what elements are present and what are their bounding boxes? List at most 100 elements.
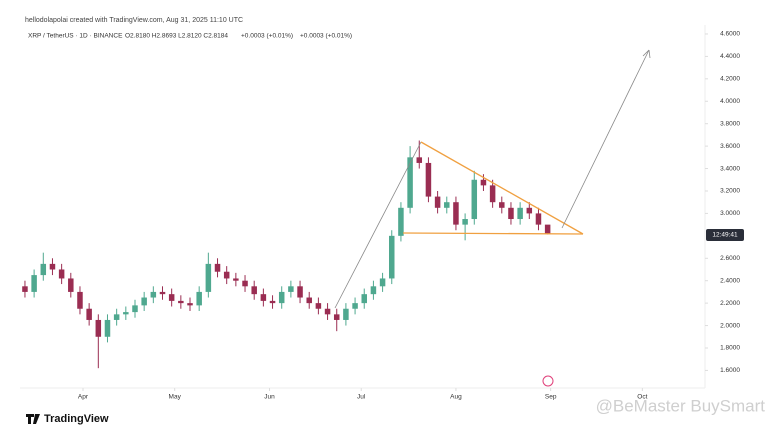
candle-body (315, 303, 322, 309)
candle-body (489, 185, 496, 203)
candle-body (31, 275, 37, 292)
y-tick-label: 4.4000 (720, 53, 740, 60)
candle-body (389, 235, 395, 279)
candle-body (462, 219, 468, 225)
candle-body (269, 300, 276, 304)
candle-body (517, 207, 523, 220)
plot: 1.6000 1.8000 2.0000 2.2000 2.4000 2.6000 3.00… (22, 31, 740, 401)
candle-body (233, 278, 239, 281)
drawings (334, 49, 651, 309)
x-tick-label: Apr (78, 394, 89, 401)
candle-body (58, 269, 65, 279)
candle-body (398, 207, 404, 236)
y-tick-label: 3.4000 (720, 165, 740, 172)
y-tick-label: 4.2000 (720, 76, 740, 83)
legend-change: +0.0003 (+0.01%) (300, 33, 352, 40)
candle-body (113, 314, 120, 320)
y-tick-label: 1.8000 (720, 345, 740, 352)
candle-body (453, 202, 459, 225)
candle-body (168, 294, 175, 301)
y-tick-label: 3.0000 (720, 210, 740, 217)
y-tick-label: 4.6000 (720, 31, 740, 38)
candle-body (132, 305, 138, 313)
candle-body (278, 291, 285, 304)
y-tick-label: 4.0000 (720, 98, 740, 105)
arrow-line (561, 49, 650, 229)
candle-body (379, 278, 386, 287)
candle-body (242, 280, 248, 287)
y-tick-label: 3.6000 (720, 143, 740, 150)
x-tick-label: Oct (637, 394, 647, 401)
x-tick-label: Jul (357, 394, 366, 401)
candle-body (159, 291, 166, 295)
candle-body (22, 286, 28, 292)
candle-body (324, 308, 331, 315)
x-tick-label: Aug (450, 394, 462, 401)
x-tick-label: May (169, 394, 182, 401)
candle-body (361, 294, 367, 304)
candle-body (40, 263, 47, 276)
candle-body (471, 179, 478, 220)
y-tick-label: 3.8000 (720, 120, 740, 127)
legend-symbol: XRP / TetherUS · 1D · BINANCE (28, 33, 123, 40)
triangle-line (402, 232, 584, 235)
candle-body (68, 278, 74, 292)
trend-line (334, 141, 422, 309)
candle-body (196, 291, 202, 306)
candle-body (370, 286, 377, 295)
x-tick-label: Jun (264, 394, 275, 401)
candle-body (205, 263, 212, 292)
candle-body (544, 224, 551, 234)
candle-body (288, 286, 294, 292)
candle-body (95, 319, 102, 337)
candle-body (260, 294, 267, 301)
candle-body (343, 308, 349, 320)
event-icon (542, 375, 554, 387)
candle-body (425, 162, 432, 197)
candle-body (123, 312, 129, 315)
header: hellodolapolai created with TradingView.… (25, 17, 243, 24)
candle-body (77, 291, 83, 309)
arrow-head (642, 49, 651, 59)
candle-body (306, 297, 312, 304)
candle-body (508, 207, 514, 220)
candle-body (178, 300, 184, 304)
candle-body (434, 196, 441, 208)
candle-body (297, 286, 303, 298)
countdown: 12:49:41 (712, 232, 738, 239)
y-tick-label: 3.2000 (720, 188, 740, 195)
candle-body (444, 202, 450, 208)
x-tick-label: Sep (545, 394, 557, 401)
candle-body (187, 303, 193, 306)
candle-body (480, 179, 487, 186)
y-tick-label: 2.6000 (720, 255, 740, 262)
candle-body (251, 286, 257, 295)
candle-body (49, 263, 56, 270)
brand-logo (26, 414, 40, 424)
candle-body (333, 314, 340, 320)
candle-body (526, 207, 533, 214)
countdown-box (706, 229, 744, 241)
legend-ohlc: O2.8180 H2.8693 L2.8120 C2.8184 (125, 33, 228, 40)
candle-body (407, 157, 413, 208)
y-tick-label: 1.6000 (720, 367, 740, 374)
legend-change: +0.0003 (+0.01%) (241, 33, 293, 40)
brand: TradingView (44, 413, 109, 425)
y-tick-label: 2.2000 (720, 300, 740, 307)
watermark: @BeMaster BuySmart (596, 396, 766, 415)
candle-body (214, 263, 221, 272)
candle-body (416, 157, 423, 163)
candle-body (150, 291, 157, 298)
candle-body (535, 213, 542, 225)
candle-body (86, 308, 92, 320)
candle-body (223, 271, 230, 279)
candle-body (352, 303, 358, 309)
candle-body (141, 297, 147, 306)
triangle-line (420, 141, 584, 235)
candle-body (104, 319, 111, 337)
y-tick-label: 2.4000 (720, 277, 740, 284)
candle-body (499, 202, 505, 208)
y-tick-label: 2.0000 (720, 322, 740, 329)
